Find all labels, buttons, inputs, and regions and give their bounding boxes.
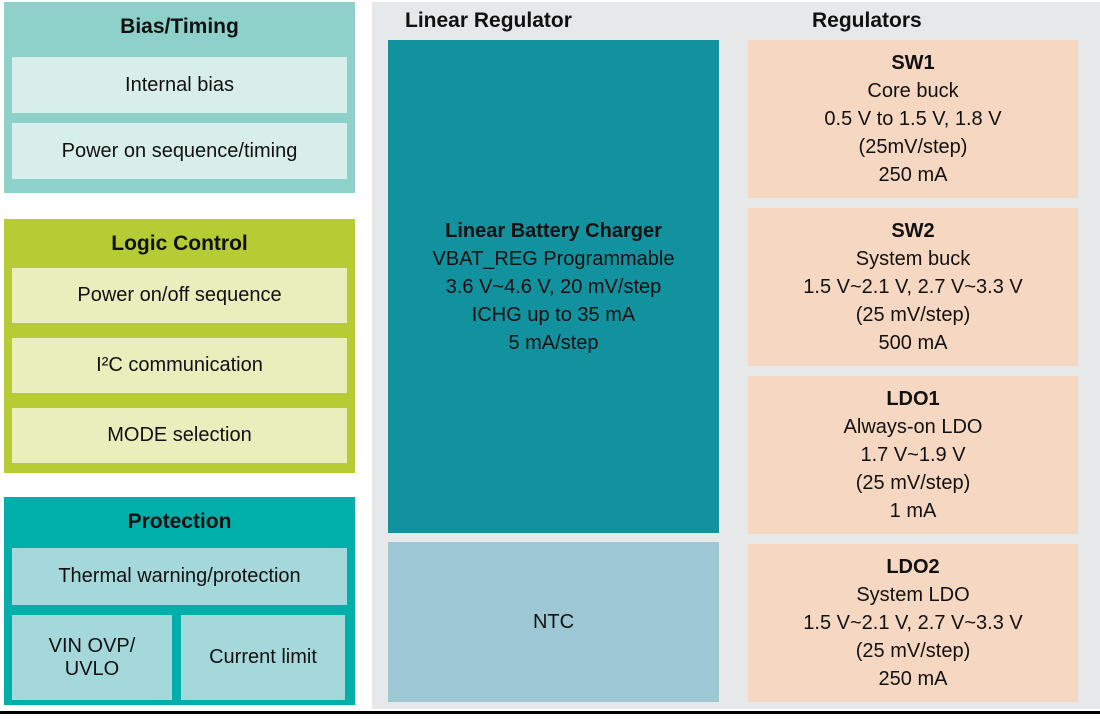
logic-control-title: Logic Control: [111, 232, 248, 255]
sw1-name: SW1: [891, 52, 935, 74]
bias-timing-block: Bias/Timing Internal bias Power on seque…: [4, 2, 355, 193]
charger-line-step: 5 mA/step: [508, 331, 599, 354]
power-on-sequence-timing-item: Power on sequence/timing: [12, 123, 347, 179]
protection-title: Protection: [127, 510, 232, 533]
ldo1-line-type: Always-on LDO: [843, 416, 983, 438]
charger-line-ichg: ICHG up to 35 mA: [471, 303, 636, 326]
linear-battery-charger-block: Linear Battery Charger VBAT_REG Programm…: [388, 40, 719, 533]
ldo1-line-current: 1 mA: [889, 500, 937, 522]
charger-line-vrange: 3.6 V~4.6 V, 20 mV/step: [445, 275, 662, 298]
sw1-line-step: (25mV/step): [858, 136, 968, 158]
thermal-warning-protection-item: Thermal warning/protection: [12, 548, 347, 605]
protection-block: Protection Thermal warning/protection VI…: [4, 497, 355, 705]
charger-heading: Linear Battery Charger: [445, 219, 662, 242]
sw1-line-vrange: 0.5 V to 1.5 V, 1.8 V: [824, 108, 1002, 130]
ldo1-name: LDO1: [886, 388, 940, 410]
ldo2-line-step: (25 mV/step): [855, 640, 971, 662]
sw2-name: SW2: [891, 220, 935, 242]
ldo2-line-vrange: 1.5 V~2.1 V, 2.7 V~3.3 V: [803, 612, 1023, 634]
sw2-line-current: 500 mA: [878, 332, 948, 354]
charger-line-vbat: VBAT_REG Programmable: [432, 247, 675, 270]
power-on-off-sequence-item: Power on/off sequence: [12, 268, 347, 323]
ldo2-line-type: System LDO: [856, 584, 970, 606]
sw2-block: SW2 System buck 1.5 V~2.1 V, 2.7 V~3.3 V…: [748, 208, 1078, 366]
sw2-line-vrange: 1.5 V~2.1 V, 2.7 V~3.3 V: [803, 276, 1023, 298]
mode-selection-item: MODE selection: [12, 408, 347, 463]
sw1-line-type: Core buck: [867, 80, 959, 102]
linear-regulator-title: Linear Regulator: [405, 9, 572, 32]
sw1-block: SW1 Core buck 0.5 V to 1.5 V, 1.8 V (25m…: [748, 40, 1078, 198]
sw1-line-current: 250 mA: [878, 164, 948, 186]
ldo1-block: LDO1 Always-on LDO 1.7 V~1.9 V (25 mV/st…: [748, 376, 1078, 534]
logic-control-block: Logic Control Power on/off sequence I²C …: [4, 219, 355, 473]
sw2-line-step: (25 mV/step): [855, 304, 971, 326]
ntc-label: NTC: [532, 610, 575, 633]
ldo2-block: LDO2 System LDO 1.5 V~2.1 V, 2.7 V~3.3 V…: [748, 544, 1078, 702]
regulators-title: Regulators: [812, 9, 922, 32]
ntc-block: NTC: [388, 542, 719, 702]
ldo2-line-current: 250 mA: [878, 668, 948, 690]
ldo2-name: LDO2: [886, 556, 940, 578]
ldo1-line-vrange: 1.7 V~1.9 V: [860, 444, 966, 466]
bias-timing-title: Bias/Timing: [120, 15, 239, 38]
bottom-rule: [0, 711, 1100, 714]
ldo1-line-step: (25 mV/step): [855, 472, 971, 494]
current-limit-item: Current limit: [181, 615, 345, 700]
internal-bias-item: Internal bias: [12, 57, 347, 113]
sw2-line-type: System buck: [855, 248, 971, 270]
vin-ovp-uvlo-item: VIN OVP/ UVLO: [12, 615, 172, 700]
i2c-communication-item: I²C communication: [12, 338, 347, 393]
